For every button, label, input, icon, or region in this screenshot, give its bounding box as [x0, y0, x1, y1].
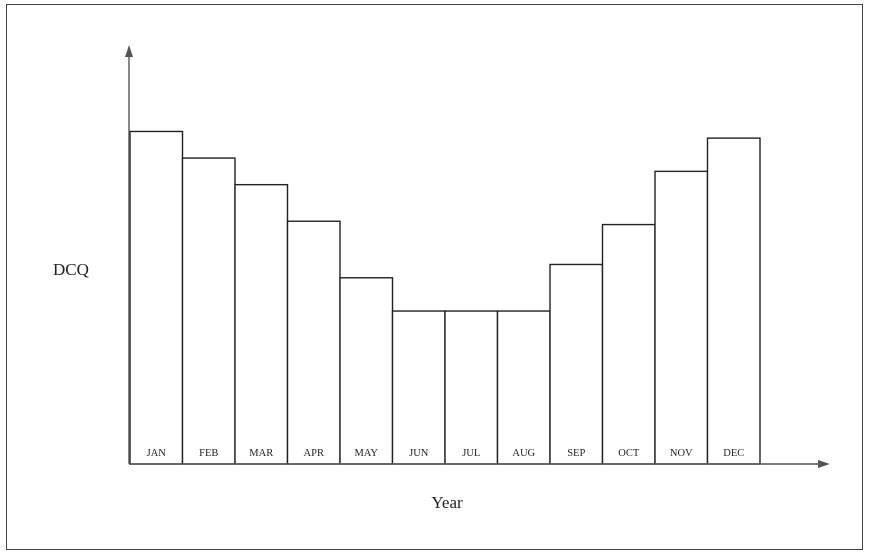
bar-may — [339, 277, 394, 465]
bars-group — [129, 130, 761, 465]
x-tick-label-aug: AUG — [512, 448, 535, 459]
bar-dec — [706, 137, 761, 465]
x-axis-label: Year — [431, 493, 463, 512]
x-tick-label-mar: MAR — [249, 448, 273, 459]
y-axis-arrow-icon — [125, 45, 133, 57]
x-tick-label-jan: JAN — [147, 448, 167, 459]
bar-aug — [496, 310, 551, 465]
x-axis-arrow-icon — [818, 460, 830, 468]
bar-apr — [286, 220, 341, 465]
bar-jul — [444, 310, 499, 465]
x-tick-label-dec: DEC — [723, 448, 744, 459]
x-tick-labels: JAN FEB MAR APR MAY JUN JUL AUG SEP OCT NOV DEC — [147, 448, 745, 459]
chart-frame: JAN FEB MAR APR MAY JUN JUL AUG SEP OCT NOV DEC DCQ… — [6, 4, 863, 550]
bar-nov — [654, 170, 709, 465]
x-tick-label-may: MAY — [354, 448, 378, 459]
bar-mar — [234, 183, 289, 465]
bar-chart: JAN FEB MAR APR MAY JUN JUL AUG SEP OCT NOV DEC DCQ… — [53, 45, 830, 512]
x-tick-label-jul: JUL — [462, 448, 480, 459]
x-tick-label-apr: APR — [304, 448, 324, 459]
bar-feb — [181, 157, 236, 465]
bar-jan — [129, 130, 184, 465]
x-tick-label-nov: NOV — [670, 448, 693, 459]
bar-oct — [601, 223, 656, 465]
bar-jun — [391, 310, 446, 465]
y-axis-label: DCQ — [53, 260, 89, 279]
x-tick-label-oct: OCT — [618, 448, 640, 459]
x-tick-label-jun: JUN — [409, 448, 429, 459]
bar-sep — [549, 263, 604, 465]
x-tick-label-feb: FEB — [199, 448, 218, 459]
x-tick-label-sep: SEP — [567, 448, 585, 459]
